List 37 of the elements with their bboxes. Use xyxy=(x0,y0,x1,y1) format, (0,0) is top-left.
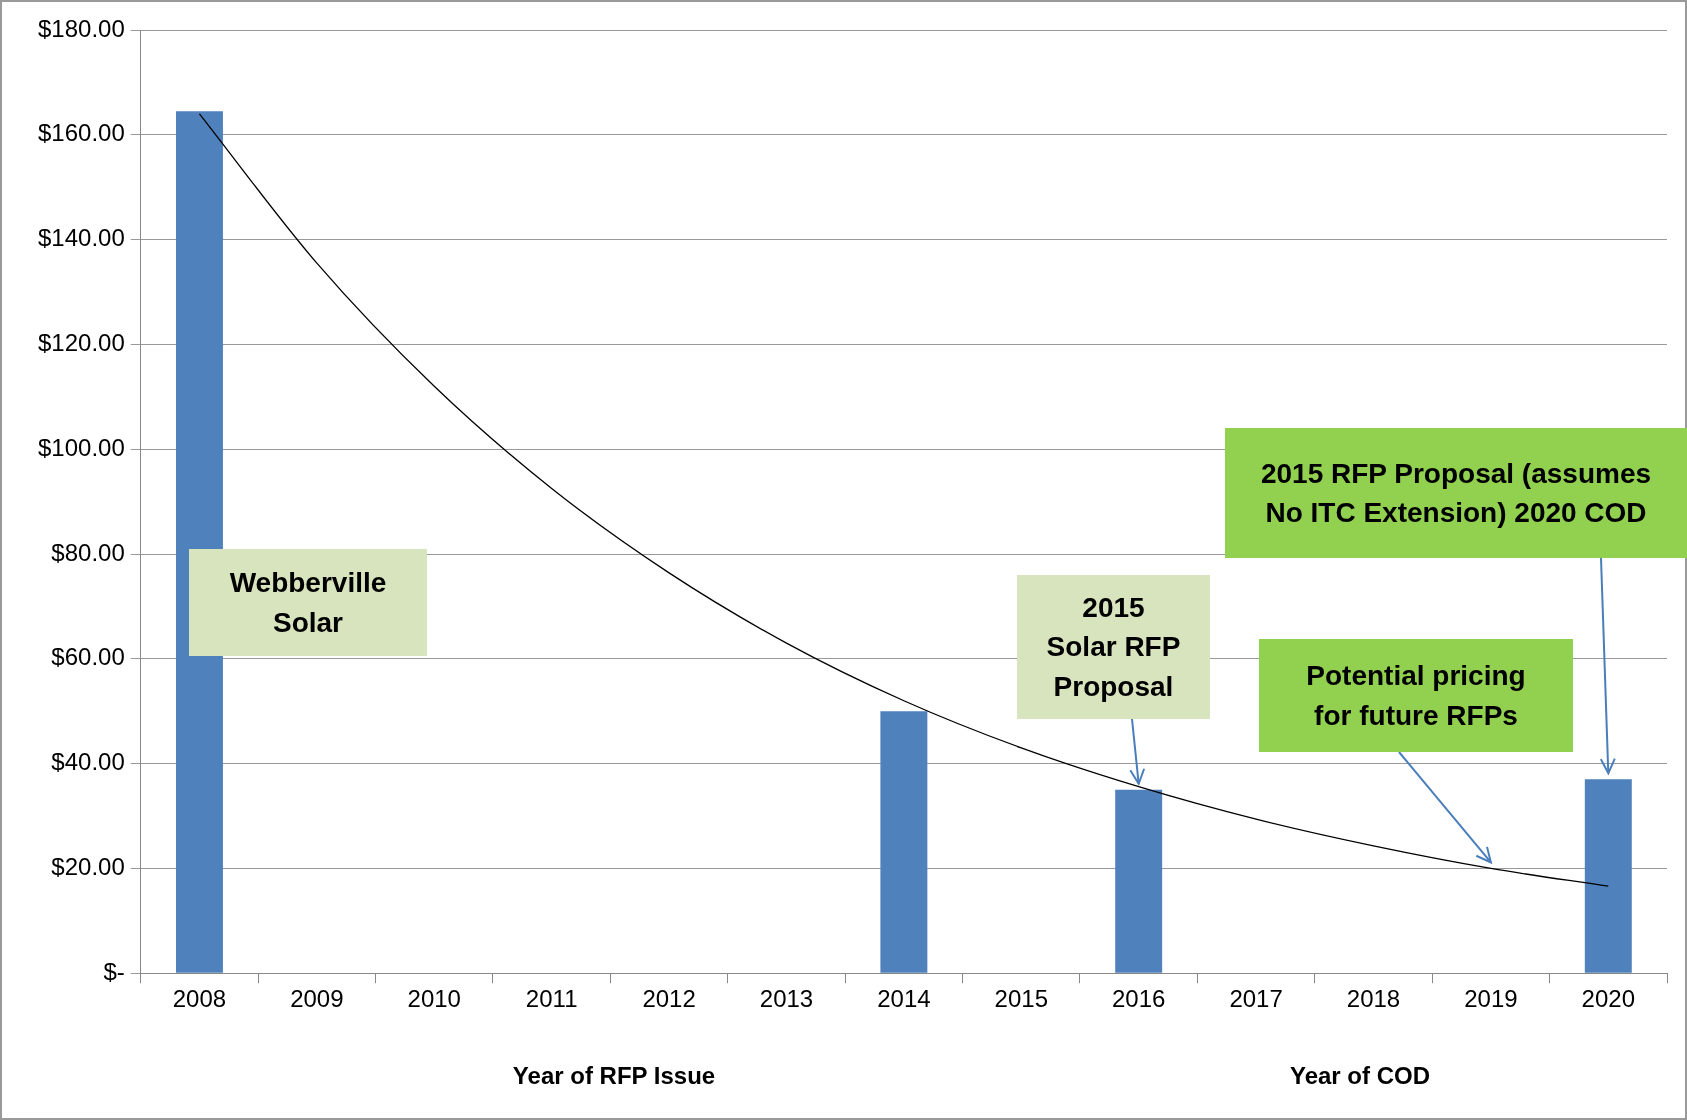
x-tick-label: 2011 xyxy=(525,985,578,1013)
text: Year of COD xyxy=(1289,1062,1431,1090)
annotation: 2015 Solar RFP Proposal xyxy=(1045,591,1182,704)
x-tick-label: 2008 xyxy=(172,985,227,1013)
bar xyxy=(1584,779,1632,973)
x-tick-label: 2015 xyxy=(994,985,1048,1013)
callout-box: Webberville Solar xyxy=(189,549,427,656)
x-tick-label: 2013 xyxy=(759,985,814,1013)
y-tick-label: $60.00 xyxy=(51,643,125,671)
x-tick-label: 2016 xyxy=(1111,985,1166,1013)
x-tick-label: 2014 xyxy=(877,985,931,1013)
x-tick-label: 2020 xyxy=(1581,985,1635,1013)
x-tick-label: 2018 xyxy=(1346,985,1401,1013)
y-tick-label: $- xyxy=(103,957,125,985)
bar xyxy=(1115,789,1163,973)
annotation: 2015 RFP Proposal (assumes No ITC Extension) 2020 COD xyxy=(1259,456,1653,530)
x-tick-label: 2010 xyxy=(407,985,461,1013)
callout-box: Potential pricing for future RFPs xyxy=(1259,639,1573,752)
x-tick-label: 2019 xyxy=(1464,985,1518,1013)
annotation: Webberville Solar xyxy=(228,566,388,640)
bar xyxy=(175,111,223,973)
bar xyxy=(880,711,928,973)
y-tick-label: $140.00 xyxy=(37,224,125,252)
annotation: Potential pricing for future RFPs xyxy=(1305,659,1527,733)
y-tick-label: $20.00 xyxy=(51,853,125,881)
y-tick-label: $180.00 xyxy=(37,14,125,42)
x-tick-label: 2017 xyxy=(1229,985,1283,1013)
callout-box: 2015 RFP Proposal (assumes No ITC Extension) 2020 COD xyxy=(1225,428,1687,558)
y-tick-label: $120.00 xyxy=(37,329,125,357)
y-tick-label: $40.00 xyxy=(51,748,125,776)
x-tick-label: 2012 xyxy=(642,985,696,1013)
callout-box: 2015 Solar RFP Proposal xyxy=(1017,575,1210,719)
y-tick-label: $80.00 xyxy=(51,538,125,566)
y-tick-label: $160.00 xyxy=(37,119,125,147)
y-tick-label: $100.00 xyxy=(37,433,125,461)
x-tick-label: 2009 xyxy=(290,985,344,1013)
x-axis-title: Year of RFP Issue xyxy=(512,1062,716,1090)
